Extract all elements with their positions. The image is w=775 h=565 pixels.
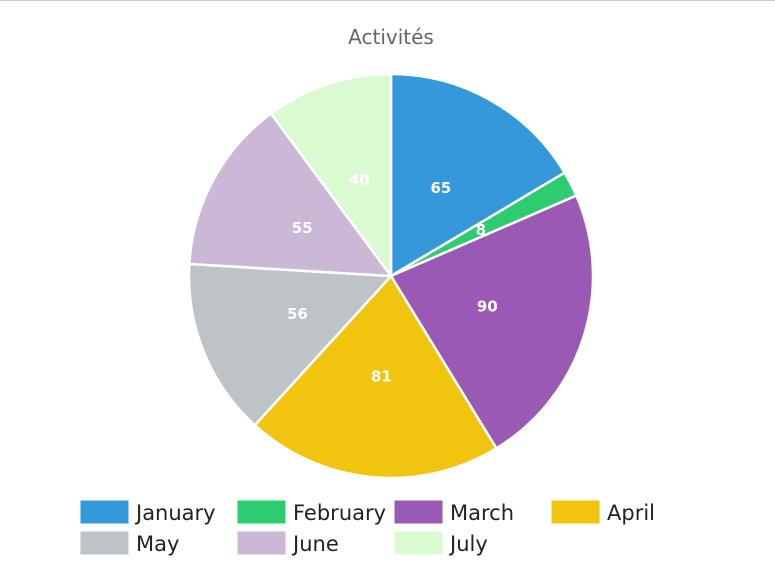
legend-swatch-march (393, 499, 444, 525)
legend-label-march: March (450, 501, 514, 525)
data-label-february: 8 (476, 221, 486, 239)
pie-slice-april (253, 273, 499, 480)
legend-swatch-april (550, 499, 601, 525)
data-label-april: 81 (371, 368, 392, 386)
data-label-march: 90 (477, 297, 498, 315)
legend-item-may[interactable]: May (79, 530, 179, 556)
legend-label-july: July (448, 532, 488, 556)
legend-swatch-february (236, 499, 287, 525)
pie-slice-june (188, 111, 394, 278)
data-label-june: 55 (292, 219, 313, 237)
legend-item-june[interactable]: June (236, 530, 339, 556)
chart-legend: January February March April May June July (79, 499, 655, 556)
data-label-january: 65 (430, 179, 451, 197)
legend-item-january[interactable]: January (79, 499, 216, 525)
legend-item-march[interactable]: March (393, 499, 514, 525)
pie-slice-may (187, 262, 394, 427)
legend-swatch-july (393, 530, 444, 556)
legend-item-february[interactable]: February (236, 499, 386, 525)
legend-label-april: April (607, 501, 655, 525)
pie-slice-january (389, 72, 567, 279)
chart-title: Activités (348, 25, 434, 49)
legend-swatch-january (79, 499, 130, 525)
legend-swatch-may (79, 530, 130, 556)
legend-label-may: May (136, 532, 179, 556)
pie-slices (187, 72, 595, 480)
pie-slice-july (269, 72, 393, 280)
legend-item-april[interactable]: April (550, 499, 655, 525)
legend-item-july[interactable]: July (393, 530, 488, 556)
legend-label-february: February (293, 501, 386, 525)
pie-slice-march (389, 193, 595, 451)
data-label-may: 56 (287, 305, 308, 323)
legend-swatch-june (236, 530, 287, 556)
top-divider (0, 0, 775, 1)
data-label-july: 40 (349, 171, 370, 189)
legend-label-june: June (291, 532, 339, 556)
pie-data-labels: 65 8 90 81 56 55 40 (287, 171, 498, 385)
legend-label-january: January (134, 501, 216, 525)
